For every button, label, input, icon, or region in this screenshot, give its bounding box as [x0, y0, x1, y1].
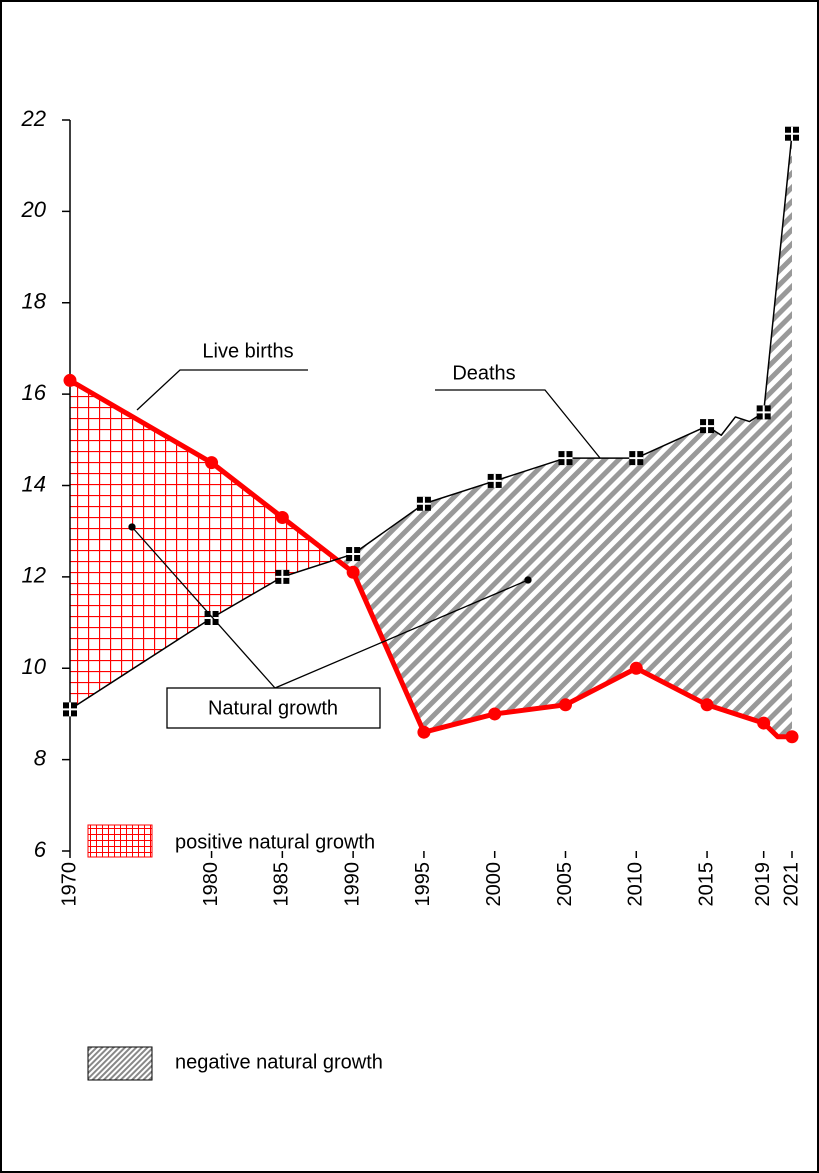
x-tick-label: 1990 — [341, 862, 363, 907]
x-tick-label: 2010 — [625, 862, 647, 907]
point — [785, 126, 799, 141]
x-tick-label: 2019 — [752, 862, 774, 907]
series-label: Live births — [202, 340, 293, 362]
y-tick-label: 12 — [22, 563, 46, 588]
point — [757, 716, 771, 730]
x-tick-label: 1980 — [200, 862, 222, 907]
point — [346, 547, 361, 562]
point — [63, 373, 77, 387]
y-tick-label: 6 — [34, 837, 47, 862]
point-cross — [487, 473, 502, 488]
point — [629, 661, 643, 675]
y-tick-label: 22 — [21, 106, 46, 131]
leader-line — [435, 389, 601, 459]
leader-dot — [524, 576, 532, 584]
y-tick-label: 20 — [21, 197, 47, 222]
point — [205, 456, 219, 470]
x-tick-label: 2005 — [554, 862, 576, 907]
y-tick-label: 8 — [34, 745, 47, 770]
y-tick-label: 16 — [22, 380, 47, 405]
x-tick-label: 2015 — [695, 862, 717, 907]
point — [700, 419, 715, 434]
point-cross — [756, 405, 771, 420]
x-tick-label: 2000 — [483, 862, 505, 907]
annotation-box — [166, 687, 381, 729]
leader-line — [274, 579, 529, 689]
annotation: Natural growth — [208, 697, 338, 719]
legend-label: negative natural growth — [175, 1051, 383, 1073]
point — [416, 496, 431, 511]
point-cross — [558, 451, 573, 466]
legend-swatch — [87, 1046, 153, 1081]
point — [417, 725, 431, 739]
point — [785, 730, 799, 744]
point-cross — [63, 702, 77, 717]
point-cross — [275, 569, 290, 584]
point — [558, 451, 573, 466]
x-tick-label: 1970 — [58, 862, 80, 907]
leader-dot — [128, 523, 136, 531]
y-tick-label: 18 — [22, 289, 47, 314]
legend-label: positive natural growth — [175, 831, 375, 853]
x-tick-label: 1995 — [412, 862, 434, 907]
legend-swatch — [87, 824, 153, 858]
x-tick-label: 1985 — [271, 862, 293, 907]
leader-line — [136, 369, 308, 411]
leader-line — [131, 526, 276, 689]
annotations — [128, 369, 601, 689]
point-cross — [700, 419, 715, 434]
point — [629, 451, 644, 466]
point — [488, 707, 502, 721]
point — [558, 698, 572, 712]
point-cross — [785, 126, 799, 141]
y-tick-label: 10 — [22, 654, 47, 679]
point — [700, 698, 714, 712]
point-cross — [416, 496, 431, 511]
point — [487, 473, 502, 488]
series-line — [69, 133, 793, 710]
point-cross — [629, 451, 644, 466]
point-cross — [204, 610, 219, 625]
point — [275, 510, 289, 524]
point-cross — [346, 547, 361, 562]
point — [63, 702, 77, 717]
series-label: Deaths — [452, 362, 515, 384]
point — [275, 569, 290, 584]
y-tick-label: 14 — [22, 471, 46, 496]
x-tick-label: 2021 — [780, 862, 802, 907]
point — [346, 565, 360, 579]
point — [756, 405, 771, 420]
